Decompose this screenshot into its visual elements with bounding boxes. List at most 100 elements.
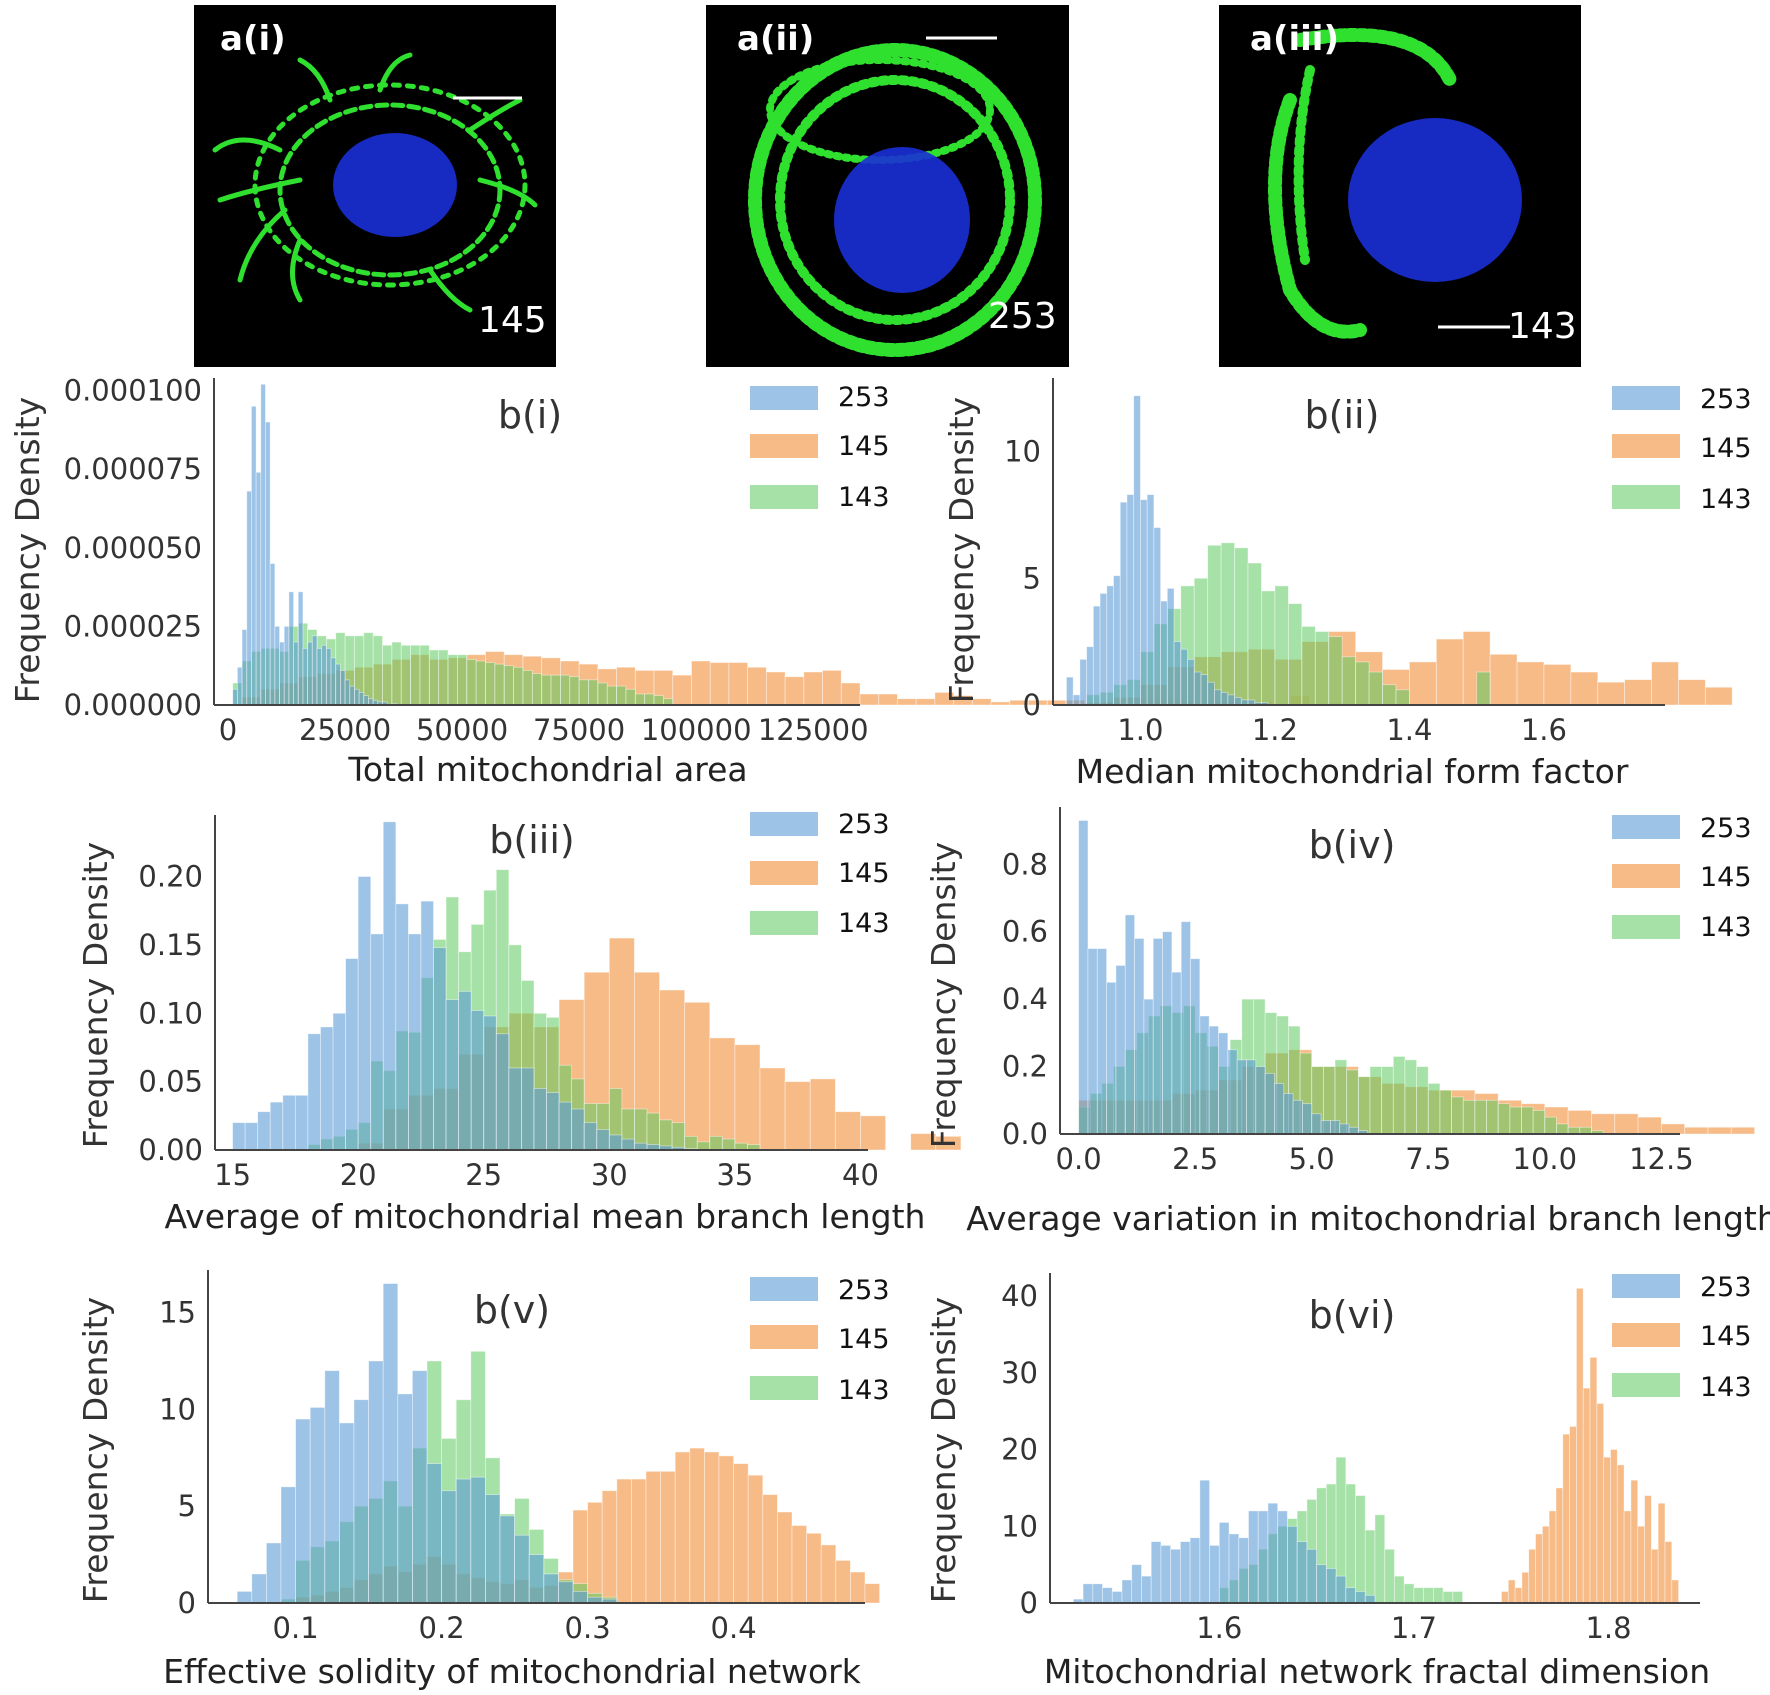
bar-253 [321, 644, 327, 706]
x-tick-label: 12.5 [1629, 1142, 1694, 1176]
y-tick-label: 0.00 [138, 1133, 203, 1167]
legend-label-253: 253 [838, 1275, 890, 1306]
legend-swatch-145 [750, 434, 818, 458]
bar-253 [1141, 1575, 1152, 1604]
bar-145 [859, 693, 880, 706]
bar-253 [1207, 681, 1215, 706]
bar-253 [1355, 1591, 1366, 1604]
bar-143 [606, 685, 617, 706]
bar-145 [759, 1067, 786, 1151]
legend-swatch-253 [1612, 1274, 1680, 1298]
bar-145 [850, 1571, 866, 1604]
bar-145 [660, 1470, 676, 1604]
bar-253 [1124, 914, 1135, 1135]
legend-label-143: 143 [1700, 1372, 1752, 1403]
y-axis-label: Frequency Density [924, 842, 963, 1148]
bar-253 [1248, 1510, 1259, 1604]
legend-label-253: 253 [838, 809, 890, 840]
bar-253 [1066, 676, 1074, 706]
bar-145 [616, 1478, 632, 1604]
bar-145 [803, 671, 823, 706]
bar-145 [733, 1463, 749, 1604]
bars-layer [1072, 1287, 1679, 1604]
bar-253 [232, 1122, 246, 1151]
x-tick-label: 50000 [416, 713, 508, 747]
bar-253 [1329, 1120, 1341, 1135]
y-tick-label: 0.000050 [64, 531, 202, 565]
bar-145 [935, 1135, 962, 1151]
y-axis-label: Frequency Density [76, 842, 115, 1148]
bar-253 [320, 1026, 334, 1151]
bar-253 [344, 679, 351, 706]
bar-143 [1442, 1591, 1454, 1604]
bar-143 [1476, 671, 1491, 706]
x-tick-label: 0 [219, 713, 237, 747]
bar-253 [1277, 1510, 1288, 1604]
x-tick-label: 1.8 [1585, 1611, 1631, 1645]
y-tick-label: 0.20 [138, 860, 203, 894]
bar-253 [338, 1422, 355, 1604]
bar-253 [282, 1094, 296, 1151]
histogram-b-vi: 1.6 1.7 1.8 0 10 20 30 40 b(vi) Mitochondrial n… [924, 1272, 1752, 1691]
bar-143 [588, 679, 599, 706]
y-tick-label: 0.0 [1002, 1117, 1048, 1151]
bar-253 [583, 1122, 598, 1151]
bar-253 [1190, 958, 1201, 1135]
bar-253 [1086, 646, 1094, 706]
bar-143 [1556, 1123, 1569, 1135]
legend-label-145: 145 [1700, 862, 1752, 893]
bar-143 [457, 654, 468, 706]
bar-145 [1614, 1113, 1639, 1135]
cell-line-label: 145 [478, 300, 547, 341]
bars-layer [1078, 820, 1755, 1135]
y-tick-label: 0 [1023, 688, 1041, 722]
bar-253 [411, 1370, 428, 1604]
bar-143 [634, 693, 646, 706]
x-axis-label: Median mitochondrial form factor [1076, 752, 1629, 791]
bar-253 [1302, 1103, 1313, 1135]
bar-253 [241, 629, 248, 706]
bar-253 [363, 695, 369, 706]
histogram-b-v: 0.1 0.2 0.3 0.4 0 5 10 15 b(v) Effective solidi… [76, 1270, 890, 1691]
bar-253 [1146, 494, 1155, 706]
bar-253 [484, 1494, 501, 1604]
bar-253 [1121, 1579, 1133, 1604]
bar-253 [395, 903, 409, 1151]
bar-145 [840, 682, 861, 706]
cell-line-label: 253 [988, 296, 1057, 337]
bar-253 [1287, 1525, 1298, 1604]
bar-145 [1624, 679, 1652, 706]
bar-253 [1160, 1545, 1172, 1604]
bar-145 [1435, 638, 1464, 706]
bar-253 [1134, 938, 1145, 1135]
bar-143 [709, 1135, 723, 1151]
bar-253 [1153, 527, 1162, 706]
bar-143 [475, 660, 486, 706]
x-tick-label: 35 [716, 1158, 753, 1192]
bar-253 [1170, 1548, 1181, 1604]
y-tick-label: 0 [178, 1586, 196, 1620]
bar-253 [571, 1108, 585, 1151]
x-tick-label: 1.6 [1196, 1611, 1242, 1645]
bar-143 [513, 666, 524, 706]
bar-143 [1274, 585, 1289, 706]
bar-143 [363, 632, 374, 706]
bar-253 [251, 405, 257, 706]
bar-253 [1257, 1510, 1269, 1604]
bar-253 [521, 1067, 535, 1151]
bar-145 [791, 1525, 808, 1604]
bar-145 [1501, 1591, 1509, 1604]
bar-253 [558, 1581, 574, 1604]
bar-143 [1220, 542, 1235, 706]
legend-swatch-145 [1612, 434, 1680, 458]
bar-143 [1532, 1110, 1546, 1135]
bar-253 [1227, 1049, 1238, 1135]
bar-253 [246, 490, 252, 706]
bar-145 [1576, 1287, 1584, 1604]
bar-253 [302, 648, 309, 706]
micrograph-a-iii: a(iii) 143 [1219, 5, 1581, 367]
bar-145 [1623, 1510, 1632, 1604]
bar-253 [349, 685, 355, 706]
bar-143 [1474, 1099, 1487, 1135]
